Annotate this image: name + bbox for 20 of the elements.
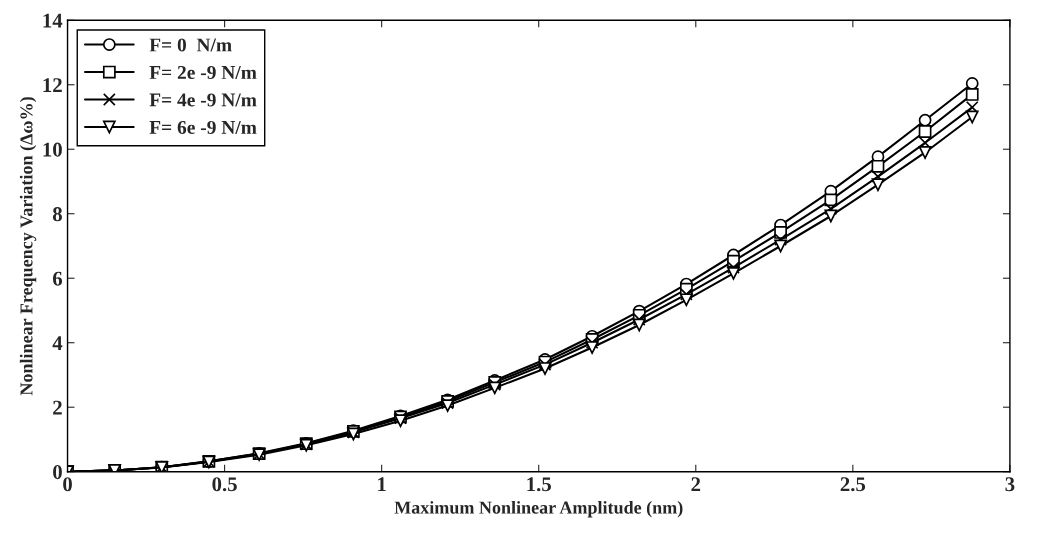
y-tick-label: 10 <box>43 142 62 157</box>
y-axis-title: Nonlinear Frequency Variation (Δω%) <box>19 97 37 396</box>
legend-label: F= 0 N/m <box>149 38 232 52</box>
x-tick-label: 1.5 <box>527 477 551 492</box>
y-tick-label: 0 <box>53 465 62 480</box>
y-tick-label: 12 <box>43 78 62 92</box>
x-axis-title: Maximum Nonlinear Amplitude (nm) <box>394 501 683 518</box>
y-tick-label: 2 <box>53 400 62 415</box>
legend-label: F= 4e -9 N/m <box>149 93 257 107</box>
legend-label: F= 6e -9 N/m <box>149 120 257 134</box>
x-tick-label: 2.5 <box>840 477 866 492</box>
y-tick-label: 4 <box>52 336 63 350</box>
x-tick-label: 0.5 <box>212 477 237 492</box>
y-tick-label: 8 <box>52 207 62 222</box>
x-tick-label: 3 <box>1005 477 1015 492</box>
x-tick-label: 1 <box>378 477 386 492</box>
y-tick-label: 6 <box>52 271 63 286</box>
x-tick-label: 2 <box>691 477 701 492</box>
y-tick-label: 14 <box>43 13 63 28</box>
legend-label: F= 2e -9 N/m <box>149 65 257 80</box>
